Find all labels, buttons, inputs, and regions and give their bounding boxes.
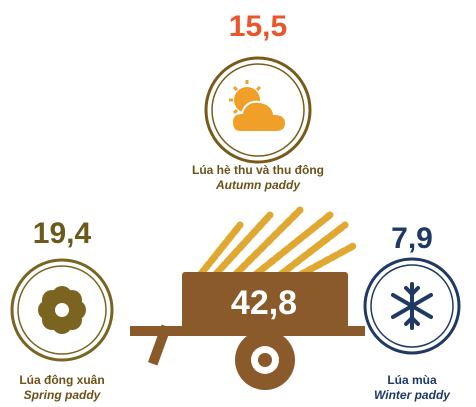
spring-value: 19,4 — [33, 217, 92, 250]
infographic: 15,5 Lúa hè thu và thu đông Autumn paddy… — [0, 0, 476, 407]
autumn-icon — [206, 58, 310, 162]
autumn-label-vi: Lúa hè thu và thu đông — [192, 163, 324, 177]
winter-label-vi: Lúa mùa — [387, 373, 437, 387]
winter-label-en: Winter paddy — [374, 388, 451, 402]
winter-icon — [365, 259, 459, 353]
winter-value: 7,9 — [391, 222, 433, 255]
autumn-value: 15,5 — [229, 10, 287, 43]
total-value: 42,8 — [231, 284, 297, 322]
page: 15,5 Lúa hè thu và thu đông Autumn paddy… — [0, 0, 476, 407]
autumn-label-en: Autumn paddy — [215, 178, 301, 192]
wheat — [200, 210, 355, 275]
spring-label-en: Spring paddy — [24, 388, 102, 402]
spring-label-vi: Lúa đông xuân — [19, 373, 104, 387]
spring-icon — [12, 260, 112, 360]
